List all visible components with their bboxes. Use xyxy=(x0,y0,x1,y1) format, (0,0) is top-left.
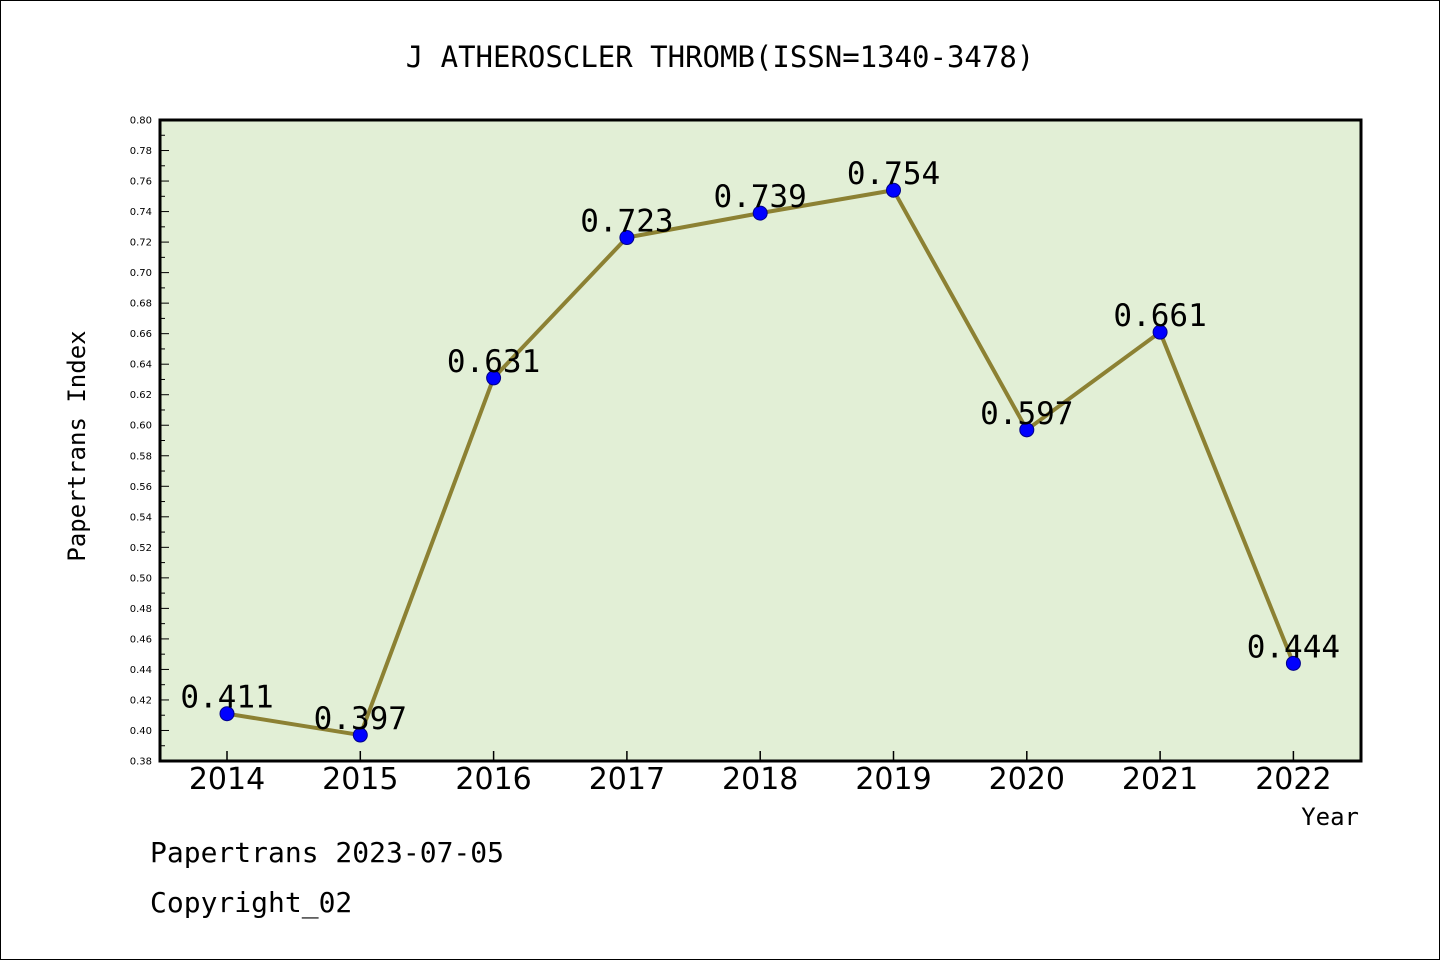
footer-copyright: Copyright_02 xyxy=(150,886,353,919)
y-tick-label: 0.40 xyxy=(130,726,152,737)
x-tick-label: 2018 xyxy=(722,762,798,797)
data-point xyxy=(219,706,235,722)
data-point xyxy=(1152,324,1168,340)
data-point xyxy=(1285,655,1301,671)
y-tick-label: 0.80 xyxy=(130,116,152,127)
x-tick-label: 2020 xyxy=(989,762,1065,797)
y-tick-label: 0.66 xyxy=(130,329,152,340)
plot-border xyxy=(158,118,1363,763)
y-tick-label: 0.70 xyxy=(130,268,152,279)
y-tick-label: 0.38 xyxy=(130,757,152,768)
y-tick-label: 0.60 xyxy=(130,421,152,432)
y-tick-label: 0.64 xyxy=(130,360,152,371)
plot-area xyxy=(160,120,1361,761)
y-tick-label: 0.78 xyxy=(130,146,152,157)
x-tick-label: 2021 xyxy=(1122,762,1198,797)
y-tick-label: 0.76 xyxy=(130,177,152,188)
y-tick-label: 0.50 xyxy=(130,573,152,584)
y-tick-label: 0.62 xyxy=(130,390,152,401)
x-tick-label: 2014 xyxy=(189,762,265,797)
data-label: 0.723 xyxy=(580,204,673,240)
y-tick-label: 0.52 xyxy=(130,543,152,554)
y-tick-label: 0.68 xyxy=(130,299,152,310)
y-tick-label: 0.72 xyxy=(130,238,152,249)
data-label: 0.739 xyxy=(714,179,807,215)
y-tick-label: 0.46 xyxy=(130,634,152,645)
data-point xyxy=(886,182,901,198)
data-point xyxy=(619,230,635,246)
y-tick-label: 0.74 xyxy=(130,207,152,218)
chart-title: J ATHEROSCLER THROMB(ISSN=1340-3478) xyxy=(406,40,1035,74)
footer-date: Papertrans 2023-07-05 xyxy=(150,836,505,869)
x-tick-label: 2016 xyxy=(455,762,531,797)
y-tick-label: 0.56 xyxy=(130,482,152,493)
x-tick-label: 2015 xyxy=(322,762,398,797)
data-point xyxy=(486,370,502,386)
y-tick-label: 0.48 xyxy=(130,604,152,615)
y-axis-label: Papertrans Index xyxy=(63,330,91,561)
y-tick-label: 0.44 xyxy=(130,665,152,676)
data-label: 0.661 xyxy=(1113,298,1206,334)
data-point xyxy=(352,727,368,743)
series-group xyxy=(219,182,1301,743)
y-tick-label: 0.42 xyxy=(130,695,152,706)
data-label: 0.411 xyxy=(180,680,273,716)
data-label: 0.444 xyxy=(1247,629,1340,665)
x-axis-ticks: 2014 2015 2016 2017 2018 2019 2020 2021 2022 xyxy=(189,751,1332,797)
data-label: 0.754 xyxy=(847,156,940,192)
data-point xyxy=(1019,422,1035,438)
y-tick-label: 0.54 xyxy=(130,512,152,523)
data-label: 0.397 xyxy=(314,701,407,737)
data-label: 0.631 xyxy=(447,344,540,380)
y-tick-label: 0.58 xyxy=(130,451,152,462)
x-tick-label: 2019 xyxy=(855,762,931,797)
data-label: 0.597 xyxy=(980,396,1073,432)
data-labels: 0.411 0.397 0.631 0.723 0.739 0.754 0.597 0.661… xyxy=(180,156,1340,737)
data-point xyxy=(752,205,768,221)
x-tick-label: 2017 xyxy=(589,762,665,797)
x-tick-label: 2022 xyxy=(1255,762,1331,797)
x-axis-label: Year xyxy=(1301,803,1359,831)
